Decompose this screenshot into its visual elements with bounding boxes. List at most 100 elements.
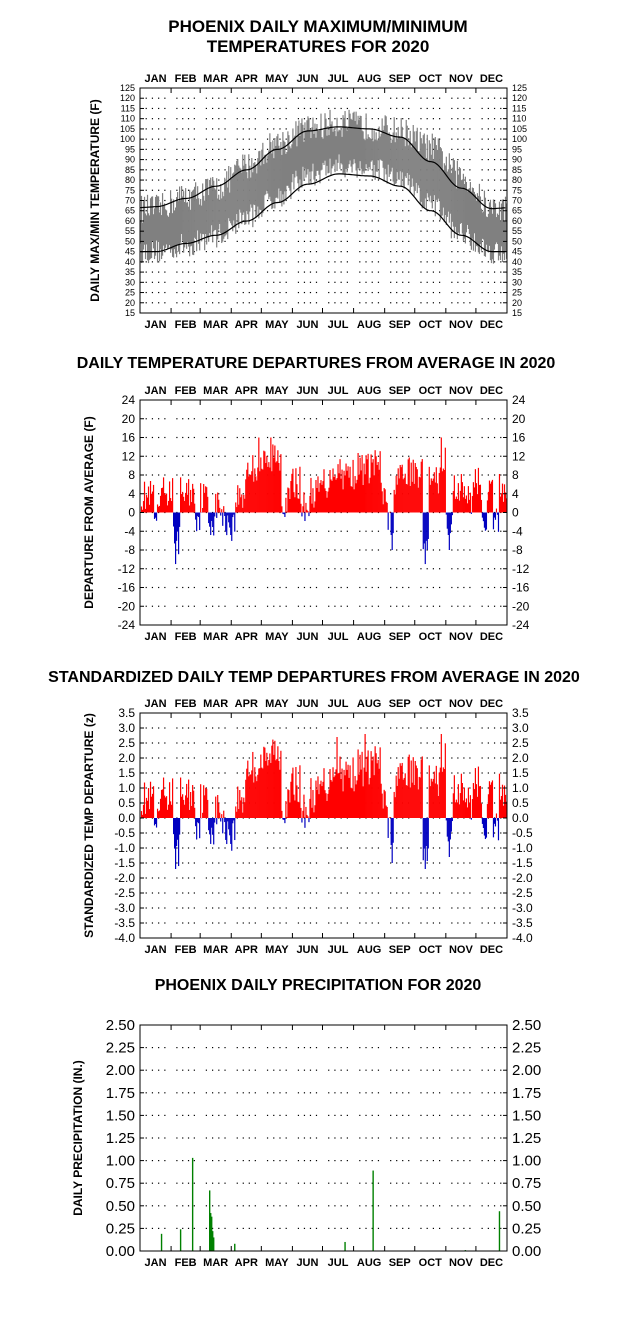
y-tick-label-right: 75 <box>512 185 522 195</box>
y-tick-label-left: 70 <box>125 196 135 206</box>
y-tick-label-right: 3.0 <box>512 721 529 735</box>
y-tick-label-right: -16 <box>512 581 530 595</box>
month-label-top: SEP <box>389 698 411 710</box>
month-label-top: NOV <box>449 73 474 85</box>
month-label-bottom: JUL <box>328 944 349 956</box>
y-tick-label-right: -2.5 <box>512 886 533 900</box>
month-label-bottom: MAR <box>203 631 228 643</box>
y-tick-label-left: 1.0 <box>118 781 135 795</box>
month-label-bottom: SEP <box>389 631 411 643</box>
y-tick-label-left: 110 <box>121 114 135 124</box>
month-label-bottom: MAY <box>265 1257 289 1269</box>
month-label-top: APR <box>235 385 258 397</box>
y-tick-label-left: 2.5 <box>118 736 135 750</box>
month-label-bottom: OCT <box>419 631 443 643</box>
y-tick-label-left: 1.50 <box>106 1107 135 1124</box>
y-tick-label-right: 20 <box>512 412 526 426</box>
y-tick-label-left: -1.0 <box>114 841 135 855</box>
month-label-top: OCT <box>419 73 443 85</box>
month-label-bottom: APR <box>235 319 258 331</box>
month-label-top: MAR <box>203 698 228 710</box>
month-label-top: FEB <box>175 73 197 85</box>
month-label-bottom: JUN <box>296 1257 318 1269</box>
grid-dots <box>145 1047 502 1229</box>
month-label-bottom: MAY <box>265 319 289 331</box>
departure-bars <box>139 734 508 869</box>
month-label-bottom: JAN <box>145 1257 167 1269</box>
plot-marks <box>139 109 508 264</box>
y-tick-label-right: -8 <box>512 543 523 557</box>
y-tick-label-right: -1.0 <box>512 841 533 855</box>
month-label-bottom: AUG <box>357 319 381 331</box>
month-label-top: JUL <box>328 698 349 710</box>
y-tick-label-right: 100 <box>512 134 527 144</box>
y-tick-label-right: -12 <box>512 562 530 576</box>
normal-max-line <box>140 126 506 210</box>
standardized-departure-chart: 3.5 3.53.0 3.02.5 2.52.0 2.01.5 1.51.0 1.00.5 0… <box>48 669 580 956</box>
y-tick-label-left: 20 <box>122 412 136 426</box>
y-tick-label-right: 0.00 <box>512 1243 541 1260</box>
y-tick-label-right: 1.00 <box>512 1153 541 1170</box>
y-tick-label-right: 115 <box>512 103 526 113</box>
month-label-bottom: OCT <box>419 944 443 956</box>
y-tick-label-left: 24 <box>122 393 136 407</box>
month-label-bottom: NOV <box>449 319 474 331</box>
month-label-top: OCT <box>419 698 443 710</box>
y-tick-label-right: 60 <box>512 216 522 226</box>
month-label-top: JUN <box>296 698 318 710</box>
y-tick-label-right: 45 <box>512 247 522 257</box>
y-tick-label-right: 4 <box>512 487 519 501</box>
y-tick-label-right: 0.0 <box>512 811 529 825</box>
y-tick-label-left: -2.0 <box>114 871 135 885</box>
y-tick-label-left: 60 <box>125 216 135 226</box>
y-tick-label-right: 55 <box>512 226 522 236</box>
chart-title: STANDARDIZED DAILY TEMP DEPARTURES FROM … <box>48 669 580 686</box>
plot-marks <box>139 734 508 869</box>
y-tick-label-left: 85 <box>125 165 135 175</box>
month-label-bottom: NOV <box>449 1257 474 1269</box>
y-tick-label-right: -2.0 <box>512 871 533 885</box>
month-label-bottom: DEC <box>480 1257 503 1269</box>
month-label-bottom: JUL <box>328 319 349 331</box>
normal-min-line <box>140 173 506 253</box>
y-tick-label-right: 0.50 <box>512 1198 541 1215</box>
y-tick-label-left: -8 <box>124 543 135 557</box>
month-label-bottom: APR <box>235 1257 258 1269</box>
month-label-top: JUL <box>328 73 349 85</box>
y-tick-label-left: 2.50 <box>106 1017 135 1034</box>
y-tick-label-left: 120 <box>120 93 135 103</box>
month-label-bottom: DEC <box>480 944 503 956</box>
y-tick-label-right: 105 <box>512 124 527 134</box>
month-label-top: SEP <box>389 73 411 85</box>
y-tick-label-left: 0.0 <box>118 811 135 825</box>
y-tick-label-left: -24 <box>118 618 136 632</box>
month-label-bottom: SEP <box>389 319 411 331</box>
y-tick-label-right: 50 <box>512 236 522 246</box>
y-tick-label-right: 16 <box>512 431 526 445</box>
month-label-top: DEC <box>480 698 503 710</box>
y-axis-label: DEPARTURE FROM AVERAGE (F) <box>82 416 96 608</box>
y-axis-label: DAILY PRECIPITATION (IN.) <box>71 1060 85 1216</box>
y-tick-label-left: 105 <box>120 124 135 134</box>
month-label-bottom: SEP <box>389 944 411 956</box>
month-label-bottom: NOV <box>449 631 474 643</box>
y-tick-label-right: 24 <box>512 393 526 407</box>
precipitation-chart: 2.50 2.50 2.25 2.25 2.00 2.00 1.75 1.75 1.50 1.50… <box>71 977 541 1269</box>
y-tick-label-right: 0.5 <box>512 796 529 810</box>
y-tick-label-left: 3.5 <box>118 706 135 720</box>
y-tick-label-left: 0.5 <box>118 796 135 810</box>
month-label-bottom: JUN <box>296 944 318 956</box>
month-label-bottom: JAN <box>145 319 167 331</box>
y-tick-label-right: 30 <box>512 277 522 287</box>
month-label-bottom: FEB <box>175 1257 197 1269</box>
month-label-top: AUG <box>357 385 381 397</box>
month-label-bottom: AUG <box>357 631 381 643</box>
month-label-bottom: APR <box>235 944 258 956</box>
month-label-top: OCT <box>419 385 443 397</box>
y-tick-label-left: 55 <box>125 226 135 236</box>
month-label-bottom: MAR <box>203 1257 228 1269</box>
month-label-bottom: DEC <box>480 631 503 643</box>
y-tick-label-left: 90 <box>125 155 135 165</box>
y-tick-label-left: 1.00 <box>106 1153 135 1170</box>
